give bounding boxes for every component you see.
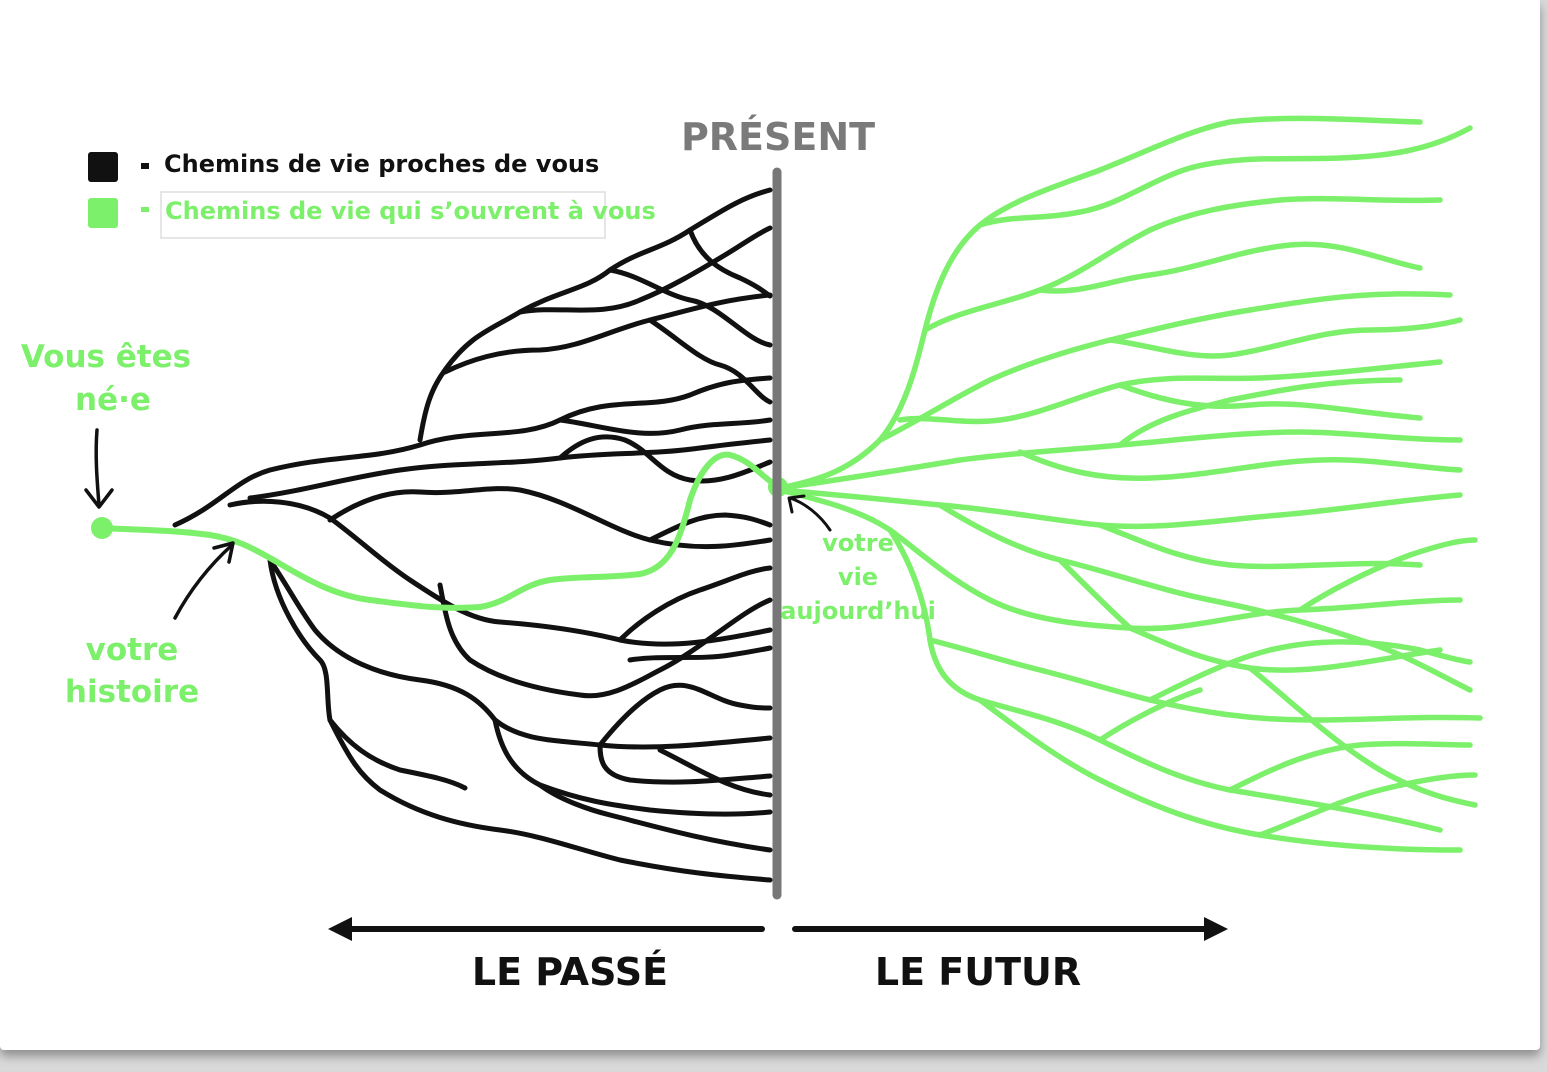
past-path xyxy=(657,747,773,798)
future-path xyxy=(977,697,1463,853)
your-history-path xyxy=(99,451,781,611)
past-path xyxy=(227,498,773,647)
past-path xyxy=(247,437,773,501)
future-path xyxy=(1057,557,1133,631)
legend-dash-green xyxy=(141,207,149,212)
future-path xyxy=(1117,377,1403,448)
future-path xyxy=(1297,537,1478,613)
today-label-line1: votre xyxy=(822,529,894,557)
history-arrow xyxy=(173,541,235,620)
today-label-line3: aujourd’hui xyxy=(780,597,936,625)
legend-dash-black xyxy=(141,163,149,169)
past-path xyxy=(557,417,773,436)
past-paths xyxy=(172,187,773,883)
future-arrow xyxy=(792,917,1228,941)
present-label: PRÉSENT xyxy=(681,115,875,159)
legend-swatch-green xyxy=(88,198,118,228)
past-path xyxy=(172,375,773,528)
born-label-line2: né·e xyxy=(75,382,151,418)
future-path xyxy=(1017,449,1463,482)
past-path xyxy=(597,682,773,748)
past-path xyxy=(437,582,773,699)
future-path xyxy=(1117,382,1423,421)
past-path xyxy=(537,782,773,853)
past-path xyxy=(647,317,773,405)
future-path xyxy=(977,125,1473,228)
legend-box-green xyxy=(160,191,606,239)
past-path xyxy=(327,486,773,550)
history-label-line1: votre xyxy=(86,632,179,668)
past-path xyxy=(687,227,773,299)
past-path xyxy=(267,557,773,750)
legend-swatch-black xyxy=(88,152,118,182)
future-path xyxy=(1037,241,1423,294)
past-path xyxy=(442,292,773,375)
future-path xyxy=(887,527,1443,833)
past-path xyxy=(517,225,773,315)
past-arrow xyxy=(328,917,765,941)
born-arrow xyxy=(84,428,114,509)
birth-dot xyxy=(91,517,113,539)
future-path xyxy=(937,502,1473,693)
past-label: LE PASSÉ xyxy=(472,950,668,994)
diagram-card: Chemins de vie proches de vous Chemins d… xyxy=(0,0,1540,1050)
past-path xyxy=(627,645,773,663)
past-path xyxy=(492,717,773,817)
past-path xyxy=(617,565,773,643)
history-label-line2: histoire xyxy=(65,674,199,710)
future-paths xyxy=(777,115,1483,853)
future-path xyxy=(1247,665,1478,808)
past-path xyxy=(607,267,773,348)
future-path xyxy=(1097,522,1423,570)
future-label: LE FUTUR xyxy=(875,950,1081,994)
legend-label-black: Chemins de vie proches de vous xyxy=(164,150,599,178)
future-path xyxy=(1147,638,1473,703)
born-label-line1: Vous êtes xyxy=(21,339,191,375)
legend-label-green: Chemins de vie qui s’ouvrent à vous xyxy=(165,197,656,225)
life-paths-diagram: Chemins de vie proches de vous Chemins d… xyxy=(21,115,1483,994)
future-path xyxy=(1107,317,1463,359)
future-path xyxy=(1257,772,1478,838)
past-path xyxy=(327,717,773,883)
legend: Chemins de vie proches de vous Chemins d… xyxy=(88,150,656,239)
future-path xyxy=(777,487,1463,530)
future-path xyxy=(922,195,1443,333)
past-path xyxy=(647,512,773,543)
future-path xyxy=(1097,687,1203,743)
today-label-line2: vie xyxy=(838,563,878,591)
today-arrow xyxy=(787,494,832,532)
past-path xyxy=(597,742,773,785)
past-path xyxy=(557,434,773,484)
future-path xyxy=(1227,740,1473,793)
future-path xyxy=(897,359,1443,425)
